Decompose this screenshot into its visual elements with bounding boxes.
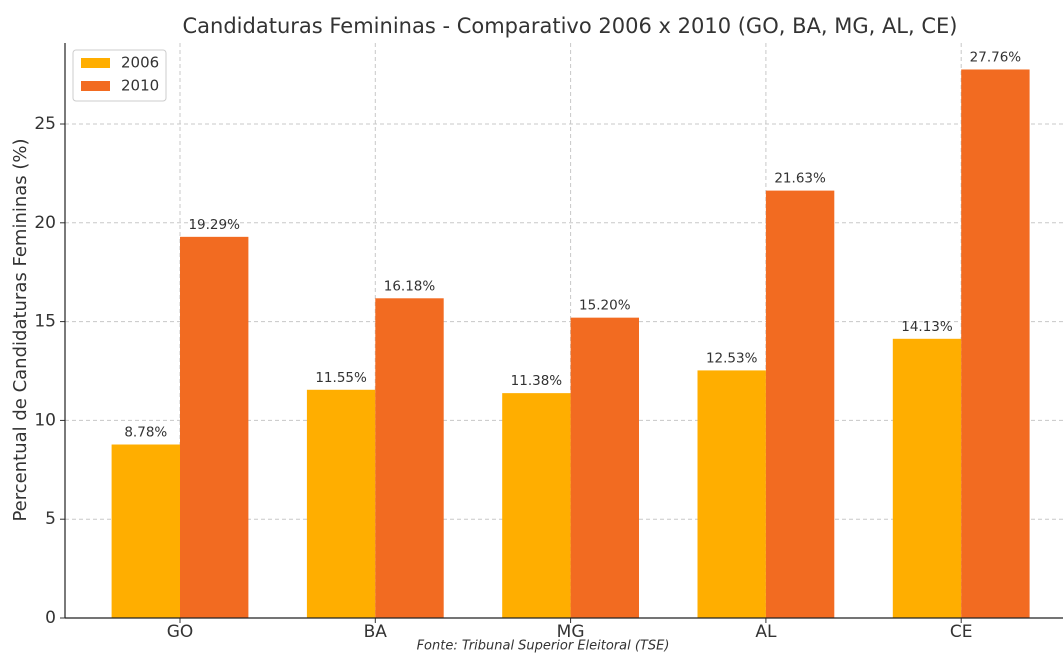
source-note: Fonte: Tribunal Superior Eleitoral (TSE)	[417, 639, 670, 653]
y-tick-label: 5	[45, 509, 56, 529]
x-tick-label: CE	[950, 622, 973, 642]
data-label: 21.63%	[774, 171, 826, 187]
y-tick-label: 10	[34, 410, 56, 430]
bar	[765, 190, 835, 618]
data-label: 27.76%	[970, 49, 1022, 65]
data-label: 14.13%	[901, 319, 953, 335]
bar	[697, 370, 766, 618]
bar	[892, 338, 962, 618]
bar	[180, 236, 249, 618]
y-tick-label: 15	[34, 312, 56, 332]
bar	[375, 298, 444, 618]
bar	[502, 393, 571, 618]
legend-swatch	[81, 81, 110, 91]
bar	[961, 69, 1030, 618]
x-tick-label: BA	[364, 622, 388, 642]
data-label: 15.20%	[579, 298, 631, 314]
data-label: 11.55%	[315, 370, 367, 386]
legend-label: 2006	[121, 54, 159, 72]
y-tick-label: 25	[34, 114, 56, 134]
data-label: 19.29%	[188, 217, 240, 233]
data-label: 8.78%	[124, 425, 167, 441]
y-tick-label: 0	[45, 608, 56, 628]
chart-title: Candidaturas Femininas - Comparativo 200…	[183, 14, 958, 38]
bar	[111, 444, 180, 618]
data-label: 12.53%	[706, 350, 758, 366]
bar	[306, 389, 376, 618]
x-tick-label: GO	[167, 622, 194, 642]
y-axis-label: Percentual de Candidaturas Femininas (%)	[10, 138, 31, 521]
y-tick-label: 20	[34, 213, 56, 233]
legend-label: 2010	[121, 77, 159, 95]
x-tick-label: MG	[557, 622, 585, 642]
bar	[570, 317, 639, 618]
data-label: 11.38%	[511, 373, 563, 389]
legend-swatch	[81, 58, 110, 68]
x-tick-label: AL	[755, 622, 777, 642]
legend: 2006 2010	[72, 49, 167, 102]
data-label: 16.18%	[384, 278, 436, 294]
